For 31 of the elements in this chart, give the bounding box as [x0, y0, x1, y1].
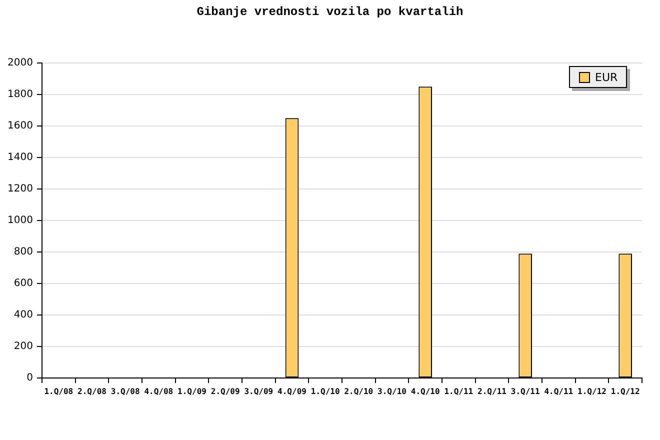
y-tick-label: 1400: [8, 152, 33, 164]
x-tick-label: 2.Q/09: [210, 386, 240, 396]
x-tick-label: 4.Q/09: [278, 386, 307, 396]
x-tick-label: 2.Q/08: [78, 386, 107, 396]
y-tick-label: 0: [26, 372, 33, 384]
x-tick-label: 3.Q/09: [244, 386, 274, 396]
y-tick-label: 1600: [8, 120, 33, 132]
y-tick-label: 2000: [8, 58, 33, 69]
y-tick-label: 400: [14, 310, 33, 321]
x-tick-label: 3.Q/11: [510, 386, 540, 396]
x-tick-label: 1.Q/12: [610, 386, 640, 396]
chart-title: Gibanje vrednosti vozila po kvartalih: [196, 5, 464, 20]
x-tick-label: 1.Q/09: [178, 386, 207, 396]
x-tick-label: 3.Q/10: [378, 386, 407, 396]
y-tick-label: 800: [14, 246, 33, 258]
legend-label: EUR: [595, 70, 618, 84]
x-tick-label: 1.Q/11: [444, 386, 474, 396]
x-tick-label: 4.Q/10: [410, 386, 440, 396]
y-tick-label: 1000: [8, 215, 33, 226]
x-tick-label: 2.Q/10: [344, 386, 374, 396]
y-tick-label: 200: [14, 341, 33, 352]
x-tick-label: 2.Q/11: [478, 386, 507, 396]
x-tick-label: 4.Q/11: [544, 386, 574, 396]
x-tick-label: 1.Q/10: [310, 386, 340, 396]
x-tick-label: 1.Q/08: [44, 386, 74, 396]
y-tick-label: 600: [14, 278, 33, 290]
x-tick-label: 4.Q/08: [144, 386, 174, 396]
y-tick-label: 1800: [8, 89, 33, 100]
x-tick-label: 1.Q/12: [578, 386, 607, 396]
y-tick-label: 1200: [8, 184, 33, 195]
x-tick-label: 3.Q/08: [110, 386, 140, 396]
